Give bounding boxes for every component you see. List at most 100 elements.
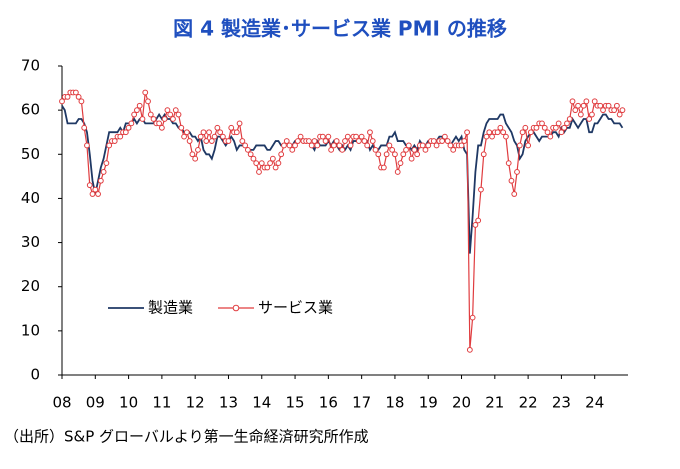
series-marker <box>186 138 193 144</box>
y-tick-label: 30 <box>21 233 40 251</box>
series-marker <box>444 138 451 144</box>
series-marker <box>239 138 246 144</box>
series-marker <box>430 138 437 144</box>
series-marker <box>278 151 285 158</box>
series-marker <box>597 102 604 109</box>
series-marker <box>158 124 165 131</box>
series-marker <box>558 129 565 136</box>
series-marker <box>228 124 235 131</box>
series-marker <box>311 138 318 144</box>
series-marker <box>81 124 88 131</box>
series-marker <box>197 133 204 140</box>
series-marker <box>64 94 71 100</box>
x-tick-label: 12 <box>186 394 205 412</box>
series-marker <box>383 151 390 158</box>
series-marker <box>253 160 260 167</box>
series-marker <box>447 142 454 149</box>
series-marker <box>150 116 157 122</box>
series-marker <box>353 133 359 140</box>
series-marker <box>170 116 176 122</box>
series-marker <box>117 133 124 140</box>
series-marker <box>552 124 559 131</box>
series-marker <box>247 151 254 158</box>
series-marker <box>281 142 287 149</box>
series-marker <box>269 155 276 162</box>
y-tick-label: 60 <box>21 101 40 119</box>
series-marker <box>308 142 315 149</box>
series-marker <box>189 151 196 158</box>
series-marker <box>86 182 93 189</box>
series-marker <box>264 164 271 171</box>
x-tick-label: 23 <box>552 394 571 412</box>
series-marker <box>78 98 85 105</box>
series-marker <box>600 107 606 114</box>
series-marker <box>161 116 168 122</box>
series-marker <box>516 142 523 149</box>
series-marker <box>233 129 240 136</box>
series-marker <box>75 94 82 100</box>
series-marker <box>547 133 554 140</box>
x-tick-label: 14 <box>252 394 271 412</box>
series-marker <box>344 133 351 140</box>
series-marker <box>139 116 146 122</box>
series-marker <box>555 120 562 127</box>
series-marker <box>339 146 346 153</box>
series-marker <box>605 102 612 109</box>
series-marker <box>619 107 626 114</box>
series-marker <box>475 217 482 224</box>
series-marker <box>84 142 90 149</box>
x-tick-label: 24 <box>585 394 604 412</box>
series-marker <box>403 146 409 153</box>
series-marker <box>616 111 623 118</box>
series-marker <box>258 160 265 167</box>
chart-title: 図 4 製造業･サービス業 PMI の推移 <box>173 17 507 41</box>
series-marker <box>328 146 335 153</box>
series-marker <box>569 98 576 105</box>
series-marker <box>572 107 579 114</box>
series-marker <box>575 102 581 109</box>
x-tick-label: 17 <box>352 394 371 412</box>
series-marker <box>164 107 171 114</box>
series-marker <box>500 129 507 136</box>
series-marker <box>217 129 224 136</box>
series-marker <box>322 138 329 144</box>
series-marker <box>397 160 404 167</box>
series-marker <box>375 151 382 158</box>
series-marker <box>466 346 473 353</box>
series-marker <box>181 133 187 140</box>
legend-label: 製造業 <box>148 299 193 317</box>
series-marker <box>433 142 440 149</box>
series-marker <box>92 186 99 193</box>
series-marker <box>72 89 79 96</box>
series-marker <box>527 129 534 136</box>
series-marker <box>422 146 429 153</box>
series-marker <box>539 120 545 127</box>
x-tick-label: 19 <box>419 394 438 412</box>
series-marker <box>103 160 110 167</box>
series-marker <box>336 142 343 149</box>
series-marker <box>358 133 365 140</box>
series-marker <box>89 191 96 197</box>
series-marker <box>400 151 407 158</box>
series-marker <box>275 160 282 167</box>
series-marker <box>333 138 340 144</box>
x-tick-label: 11 <box>152 394 171 412</box>
series-marker <box>386 142 393 149</box>
series-marker <box>514 169 520 175</box>
series-marker <box>192 155 199 162</box>
series-marker <box>183 129 190 136</box>
x-tick-label: 18 <box>385 394 404 412</box>
y-tick-label: 10 <box>21 321 40 339</box>
y-tick-label: 70 <box>21 57 40 75</box>
series-marker <box>503 133 509 140</box>
series-marker <box>203 138 210 144</box>
series-marker <box>544 129 551 136</box>
series-marker <box>522 124 529 131</box>
series-marker <box>519 129 526 136</box>
series-marker <box>561 124 568 131</box>
series-marker <box>319 133 326 140</box>
series-marker <box>408 155 415 162</box>
series-marker <box>134 107 140 114</box>
series-marker <box>489 133 495 140</box>
series-marker <box>486 129 493 136</box>
